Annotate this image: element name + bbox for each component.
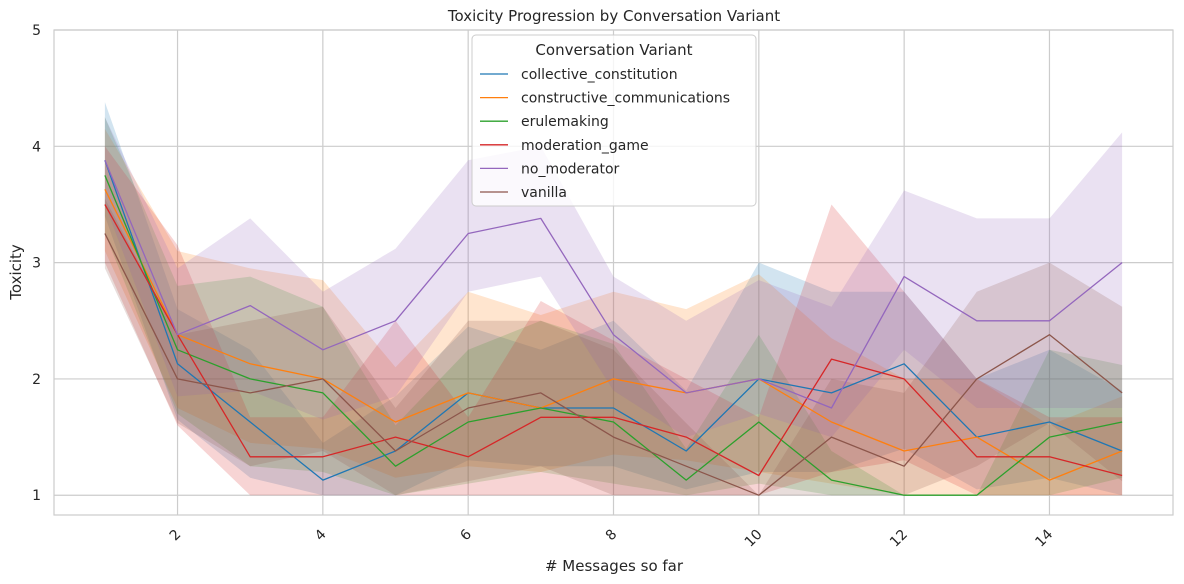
series-line-erulemaking (104, 175, 1123, 496)
series-line-collective_constitution (104, 160, 1123, 481)
series-line-constructive_communications (104, 189, 1123, 481)
x-axis-title: # Messages so far (545, 557, 684, 575)
series-line-vanilla (104, 233, 1123, 496)
confidence-band-moderation_game (104, 146, 1123, 496)
x-tick-label: 8 (603, 527, 621, 545)
y-tick-label: 4 (32, 139, 41, 155)
confidence-band-constructive_communications (104, 128, 1123, 496)
confidence-band-vanilla (104, 198, 1123, 496)
legend-items: collective_constitution constructive_comm… (480, 67, 730, 201)
legend-label-collective_constitution: collective_constitution (521, 67, 678, 83)
x-tick-label: 6 (457, 526, 475, 544)
confidence-band-collective_constitution (104, 102, 1123, 496)
series-line-moderation_game (104, 204, 1123, 477)
x-tick-label: 2 (167, 527, 185, 545)
y-axis-title: Toxicity (7, 244, 25, 301)
chart-title: Toxicity Progression by Conversation Var… (447, 7, 780, 25)
y-tick-label: 1 (32, 488, 41, 504)
legend-label-no_moderator: no_moderator (521, 161, 620, 177)
legend: Conversation Variant collective_constitu… (471, 34, 757, 207)
series-line-no_moderator (104, 160, 1123, 409)
legend-box (471, 34, 757, 207)
legend-label-moderation_game: moderation_game (521, 138, 649, 154)
confidence-band-no_moderator (104, 117, 1123, 438)
x-tick-label: 12 (887, 527, 911, 551)
x-tick-label: 4 (312, 526, 330, 544)
y-tick-label: 2 (32, 372, 41, 388)
y-tick-label: 5 (32, 23, 41, 39)
legend-title: Conversation Variant (535, 41, 692, 59)
legend-label-erulemaking: erulemaking (521, 114, 609, 130)
x-tick-label: 10 (742, 527, 766, 551)
y-tick-label: 3 (32, 256, 41, 272)
series-lines (104, 160, 1123, 496)
legend-label-vanilla: vanilla (521, 185, 567, 201)
x-tick-label: 14 (1032, 526, 1056, 550)
legend-label-constructive_communications: constructive_communications (521, 91, 730, 107)
plot-frame (53, 29, 1174, 516)
